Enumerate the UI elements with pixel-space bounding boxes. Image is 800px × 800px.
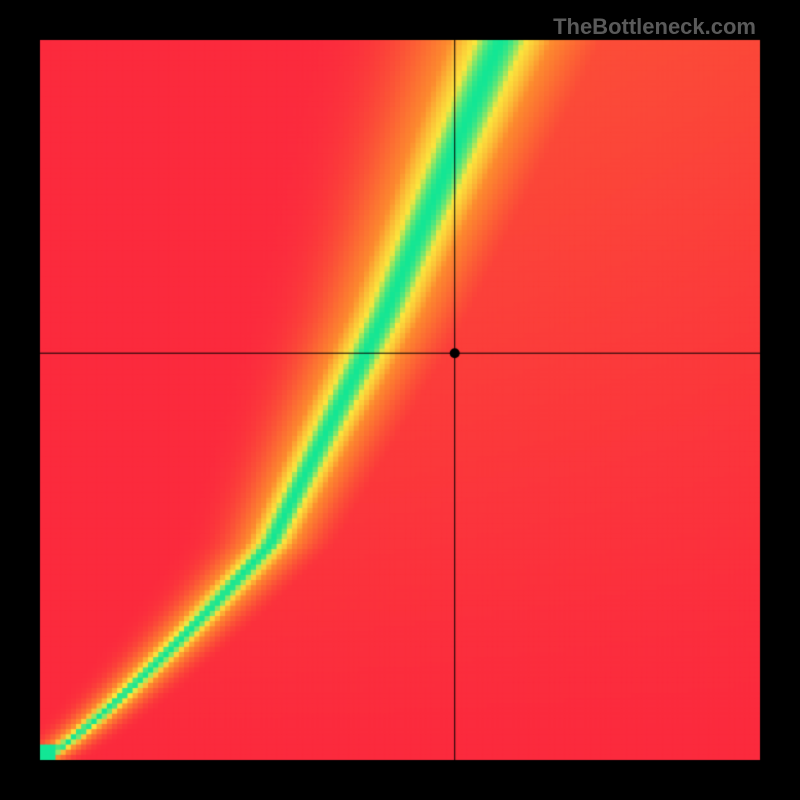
bottleneck-heatmap-canvas xyxy=(0,0,800,800)
watermark-label: TheBottleneck.com xyxy=(553,14,756,40)
chart-frame: TheBottleneck.com xyxy=(0,0,800,800)
